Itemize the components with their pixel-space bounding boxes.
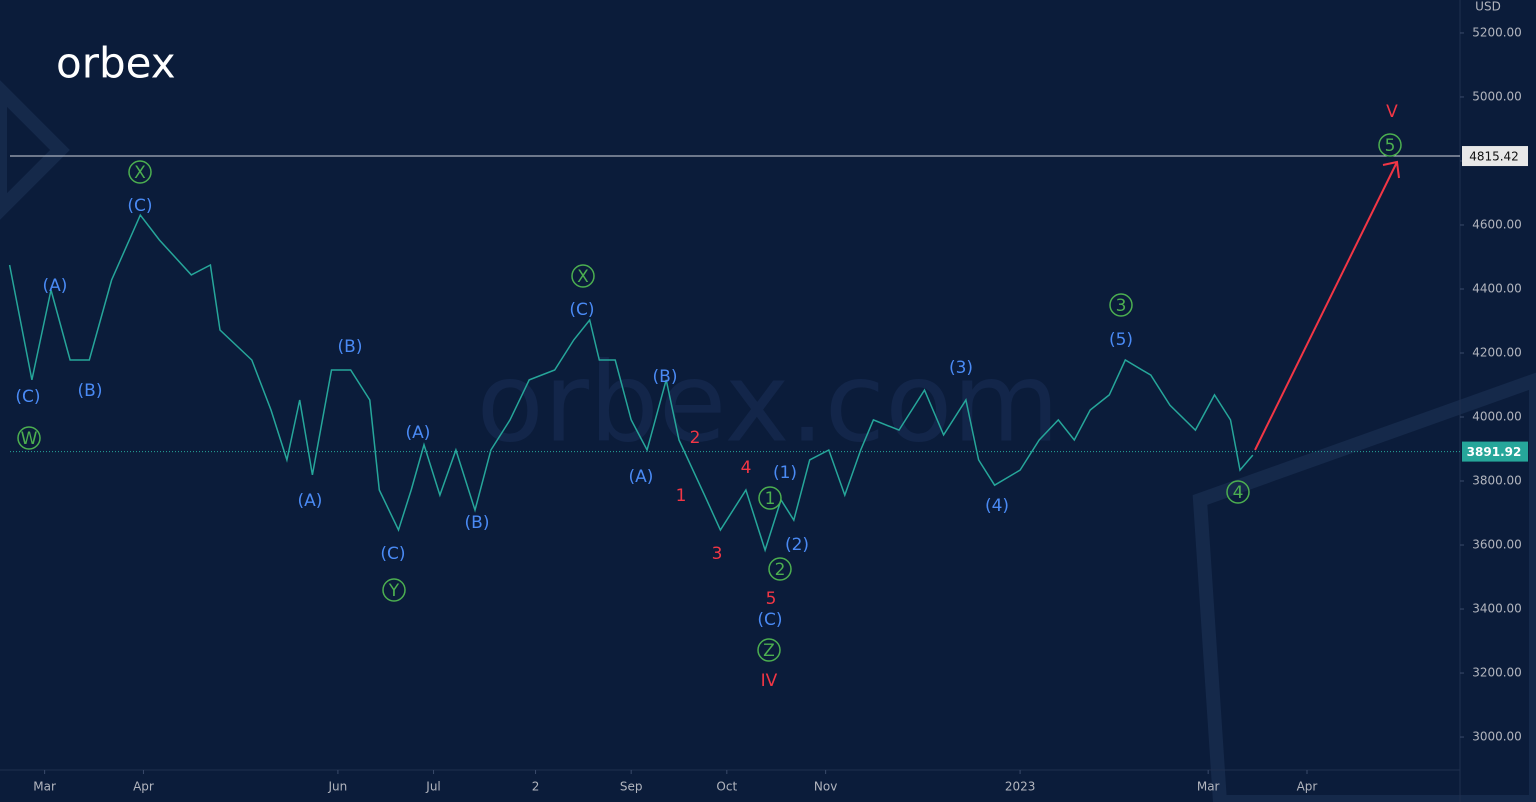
wave-circle	[17, 426, 41, 450]
decor	[1192, 372, 1536, 802]
wave-label: 1	[676, 486, 687, 506]
wave-label: (A)	[43, 276, 68, 296]
wave-label: 5	[766, 589, 777, 609]
y-tick-label: 3000.00	[1472, 730, 1522, 744]
x-tick-label: 2	[532, 780, 540, 794]
target-label: 4815.42	[1469, 150, 1519, 164]
wave-circle	[571, 264, 595, 288]
wave-circle	[382, 578, 406, 602]
arrow-head	[1382, 160, 1400, 179]
last-price-label: 3891.92	[1467, 445, 1522, 459]
wave-circle	[768, 557, 792, 581]
wave-label: IV	[761, 671, 778, 691]
wave-circle	[758, 486, 782, 510]
x-tick-label: Oct	[716, 780, 737, 794]
wave-label: 3	[1116, 296, 1127, 316]
y-tick-label: 4600.00	[1472, 217, 1522, 231]
wave-label: (3)	[949, 358, 973, 378]
x-tick-label: Jul	[425, 780, 440, 794]
wave-circle	[128, 160, 152, 184]
decor	[0, 80, 70, 220]
wave-label: (B)	[78, 381, 103, 401]
wave-label: (C)	[127, 196, 152, 216]
wave-label: (1)	[773, 463, 797, 483]
wave-label: 4	[741, 458, 752, 478]
y-tick-label: 4200.00	[1472, 345, 1522, 359]
wave-circle	[1226, 480, 1250, 504]
wave-circle	[1378, 133, 1402, 157]
logo: orbex	[56, 39, 176, 88]
wave-label: Y	[388, 581, 400, 601]
wave-label: Z	[763, 641, 775, 661]
y-tick-label: 4400.00	[1472, 281, 1522, 295]
wave-label: (B)	[653, 367, 678, 387]
wave-label: (C)	[380, 544, 405, 564]
x-tick-label: Apr	[1297, 780, 1318, 794]
wave-label: 5	[1385, 136, 1396, 156]
wave-label: (A)	[406, 423, 431, 443]
wave-label: (A)	[298, 491, 323, 511]
y-tick-label: 3400.00	[1472, 602, 1522, 616]
wave-label: (C)	[15, 387, 40, 407]
y-tick-label: 3200.00	[1472, 666, 1522, 680]
x-tick-label: Mar	[33, 780, 56, 794]
watermark: orbex.com	[476, 338, 1059, 466]
wave-label: (C)	[757, 610, 782, 630]
price-line	[8, 213, 1254, 553]
wave-label: (4)	[985, 496, 1009, 516]
y-tick-label: 3600.00	[1472, 538, 1522, 552]
projection-arrow	[1254, 161, 1398, 451]
wave-label: (5)	[1109, 330, 1133, 350]
wave-label: W	[21, 429, 38, 449]
target-label-box	[1462, 146, 1528, 167]
wave-label: 2	[690, 428, 701, 448]
y-tick-label: 5000.00	[1472, 89, 1522, 103]
y-tick-label: 3800.00	[1472, 474, 1522, 488]
x-tick-label: Mar	[1197, 780, 1220, 794]
wave-label: 1	[765, 489, 776, 509]
wave-label: 2	[775, 560, 786, 580]
wave-label: (B)	[465, 513, 490, 533]
wave-label: (B)	[338, 337, 363, 357]
last-price-box	[1462, 441, 1528, 462]
wave-label: V	[1386, 102, 1398, 122]
x-tick-label: Nov	[814, 780, 837, 794]
wave-label: (C)	[569, 300, 594, 320]
wave-label: (2)	[785, 535, 809, 555]
currency: USD	[1475, 0, 1501, 14]
y-tick-label: 4000.00	[1472, 410, 1522, 424]
wave-circle	[1109, 293, 1133, 317]
wave-label: X	[577, 267, 589, 287]
x-tick-label: Jun	[328, 780, 348, 794]
wave-label: (A)	[629, 467, 654, 487]
x-tick-label: Sep	[620, 780, 643, 794]
wave-label: 3	[712, 544, 723, 564]
wave-circle	[757, 638, 781, 662]
y-tick-label: 5200.00	[1472, 25, 1522, 39]
wave-label: X	[134, 163, 146, 183]
wave-label: 4	[1233, 483, 1244, 503]
x-tick-label: 2023	[1005, 780, 1036, 794]
x-tick-label: Apr	[133, 780, 154, 794]
